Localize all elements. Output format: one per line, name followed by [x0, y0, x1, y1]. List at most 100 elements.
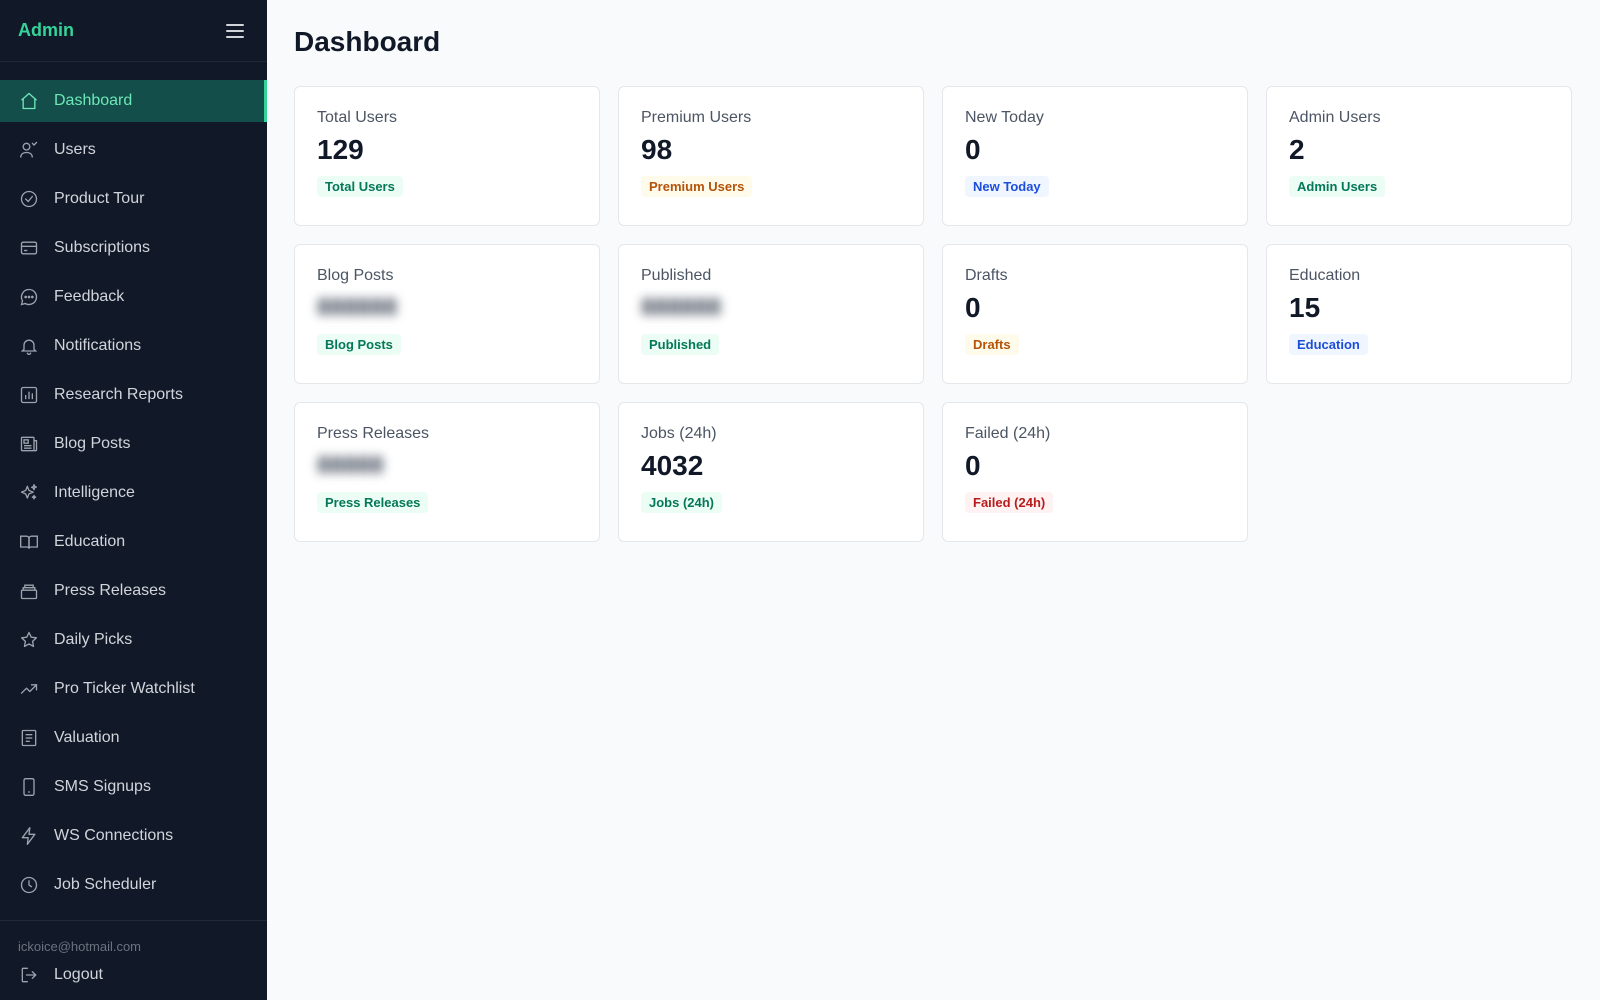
logout-button[interactable]: Logout: [18, 964, 249, 986]
menu-icon[interactable]: [221, 17, 249, 45]
sidebar-item-notifications[interactable]: Notifications: [0, 325, 267, 367]
sidebar-item-label: Notifications: [54, 337, 142, 354]
main-content: Dashboard Total Users 129 Total Users Pr…: [267, 0, 1600, 1000]
stat-card-value-blurred: 888888: [641, 294, 722, 321]
stat-card-value-blurred: 88888: [317, 452, 384, 479]
stat-card-blog-posts: Blog Posts 888888 Blog Posts: [294, 244, 600, 384]
stat-card-label: Drafts: [965, 267, 1008, 284]
sidebar-item-label: Subscriptions: [54, 239, 151, 256]
archive-icon: [18, 580, 40, 602]
stat-card-press-releases: Press Releases 88888 Press Releases: [294, 402, 600, 542]
stat-card-value: 0: [965, 134, 981, 165]
sidebar-item-feedback[interactable]: Feedback: [0, 276, 267, 318]
sidebar-item-sms-signups[interactable]: SMS Signups: [0, 766, 267, 808]
sidebar: Admin Dashboard Users Product Tour: [0, 0, 267, 1000]
user-email: ickoice@hotmail.com: [18, 939, 142, 954]
sidebar-item-label: Research Reports: [54, 386, 183, 403]
stat-card-badge: Press Releases: [317, 492, 429, 513]
sidebar-item-label: Dashboard: [54, 92, 133, 109]
sidebar-item-label: Press Releases: [54, 582, 167, 599]
stat-card-value: 0: [965, 292, 981, 323]
stat-card-value: 2: [1289, 134, 1305, 165]
sidebar-item-intelligence[interactable]: Intelligence: [0, 472, 267, 514]
sidebar-item-dashboard[interactable]: Dashboard: [0, 80, 267, 122]
clock-icon: [18, 874, 40, 896]
sidebar-nav: Dashboard Users Product Tour Subscriptio…: [0, 62, 267, 920]
sidebar-item-label: Daily Picks: [54, 631, 133, 648]
page-title: Dashboard: [294, 26, 441, 57]
stat-card-label: New Today: [965, 109, 1044, 126]
stat-card-badge: Jobs (24h): [641, 492, 723, 513]
sidebar-item-pro-ticker-watchlist[interactable]: Pro Ticker Watchlist: [0, 668, 267, 710]
stat-card-education: Education 15 Education: [1266, 244, 1572, 384]
sidebar-item-label: Blog Posts: [54, 435, 131, 452]
stat-card-label: Admin Users: [1289, 109, 1381, 126]
stat-card-published: Published 888888 Published: [618, 244, 924, 384]
logout-icon: [18, 964, 40, 986]
sidebar-item-education[interactable]: Education: [0, 521, 267, 563]
chat-bubble-icon: [18, 286, 40, 308]
stat-card-badge: Premium Users: [641, 176, 753, 197]
stat-card-badge: Education: [1289, 334, 1368, 355]
home-icon: [18, 90, 40, 112]
sidebar-item-ws-connections[interactable]: WS Connections: [0, 815, 267, 857]
stat-card-label: Jobs (24h): [641, 425, 717, 442]
stat-card-value: 0: [965, 450, 981, 481]
stat-card-badge: Admin Users: [1289, 176, 1386, 197]
sidebar-item-label: Valuation: [54, 729, 120, 746]
sidebar-item-label: Feedback: [54, 288, 125, 305]
stat-card-drafts: Drafts 0 Drafts: [942, 244, 1248, 384]
users-icon: [18, 139, 40, 161]
stat-card-total-users: Total Users 129 Total Users: [294, 86, 600, 226]
stat-card-badge: New Today: [965, 176, 1049, 197]
stat-card-new-today: New Today 0 New Today: [942, 86, 1248, 226]
sidebar-item-daily-picks[interactable]: Daily Picks: [0, 619, 267, 661]
credit-card-icon: [18, 237, 40, 259]
sidebar-item-label: Intelligence: [54, 484, 135, 501]
sidebar-header: Admin: [0, 0, 267, 62]
sidebar-item-label: Pro Ticker Watchlist: [54, 680, 195, 697]
sparkles-icon: [18, 482, 40, 504]
logout-label: Logout: [54, 966, 103, 983]
lightning-icon: [18, 825, 40, 847]
sidebar-item-label: WS Connections: [54, 827, 174, 844]
stat-card-label: Failed (24h): [965, 425, 1051, 442]
stat-card-label: Press Releases: [317, 425, 430, 442]
sidebar-item-press-releases[interactable]: Press Releases: [0, 570, 267, 612]
sidebar-item-label: Users: [54, 141, 96, 158]
sidebar-footer: ickoice@hotmail.com Logout: [0, 920, 267, 1000]
trending-up-icon: [18, 678, 40, 700]
stat-card-value: 4032: [641, 450, 704, 481]
bell-icon: [18, 335, 40, 357]
stat-card-value: 98: [641, 134, 673, 165]
stat-card-premium-users: Premium Users 98 Premium Users: [618, 86, 924, 226]
sidebar-item-users[interactable]: Users: [0, 129, 267, 171]
stat-card-admin-users: Admin Users 2 Admin Users: [1266, 86, 1572, 226]
stat-card-badge: Failed (24h): [965, 492, 1054, 513]
sidebar-item-label: Education: [54, 533, 126, 550]
stat-card-label: Published: [641, 267, 712, 284]
sidebar-item-label: SMS Signups: [54, 778, 151, 795]
sidebar-item-product-tour[interactable]: Product Tour: [0, 178, 267, 220]
stat-card-jobs-24h: Jobs (24h) 4032 Jobs (24h): [618, 402, 924, 542]
stat-card-badge: Blog Posts: [317, 334, 401, 355]
stat-card-badge: Published: [641, 334, 720, 355]
stat-card-badge: Drafts: [965, 334, 1019, 355]
phone-icon: [18, 776, 40, 798]
bar-chart-icon: [18, 384, 40, 406]
sidebar-item-subscriptions[interactable]: Subscriptions: [0, 227, 267, 269]
stat-card-badge: Total Users: [317, 176, 403, 197]
check-circle-icon: [18, 188, 40, 210]
sidebar-item-blog-posts[interactable]: Blog Posts: [0, 423, 267, 465]
sidebar-item-job-scheduler[interactable]: Job Scheduler: [0, 864, 267, 906]
sidebar-item-valuation[interactable]: Valuation: [0, 717, 267, 759]
stat-card-label: Premium Users: [641, 109, 752, 126]
newspaper-icon: [18, 433, 40, 455]
stat-card-value: 15: [1289, 292, 1321, 323]
stat-card-label: Education: [1289, 267, 1361, 284]
sidebar-item-research-reports[interactable]: Research Reports: [0, 374, 267, 416]
stats-grid: Total Users 129 Total Users Premium User…: [294, 86, 1573, 542]
brand-logo[interactable]: Admin: [18, 20, 74, 40]
stat-card-failed-24h: Failed (24h) 0 Failed (24h): [942, 402, 1248, 542]
star-icon: [18, 629, 40, 651]
